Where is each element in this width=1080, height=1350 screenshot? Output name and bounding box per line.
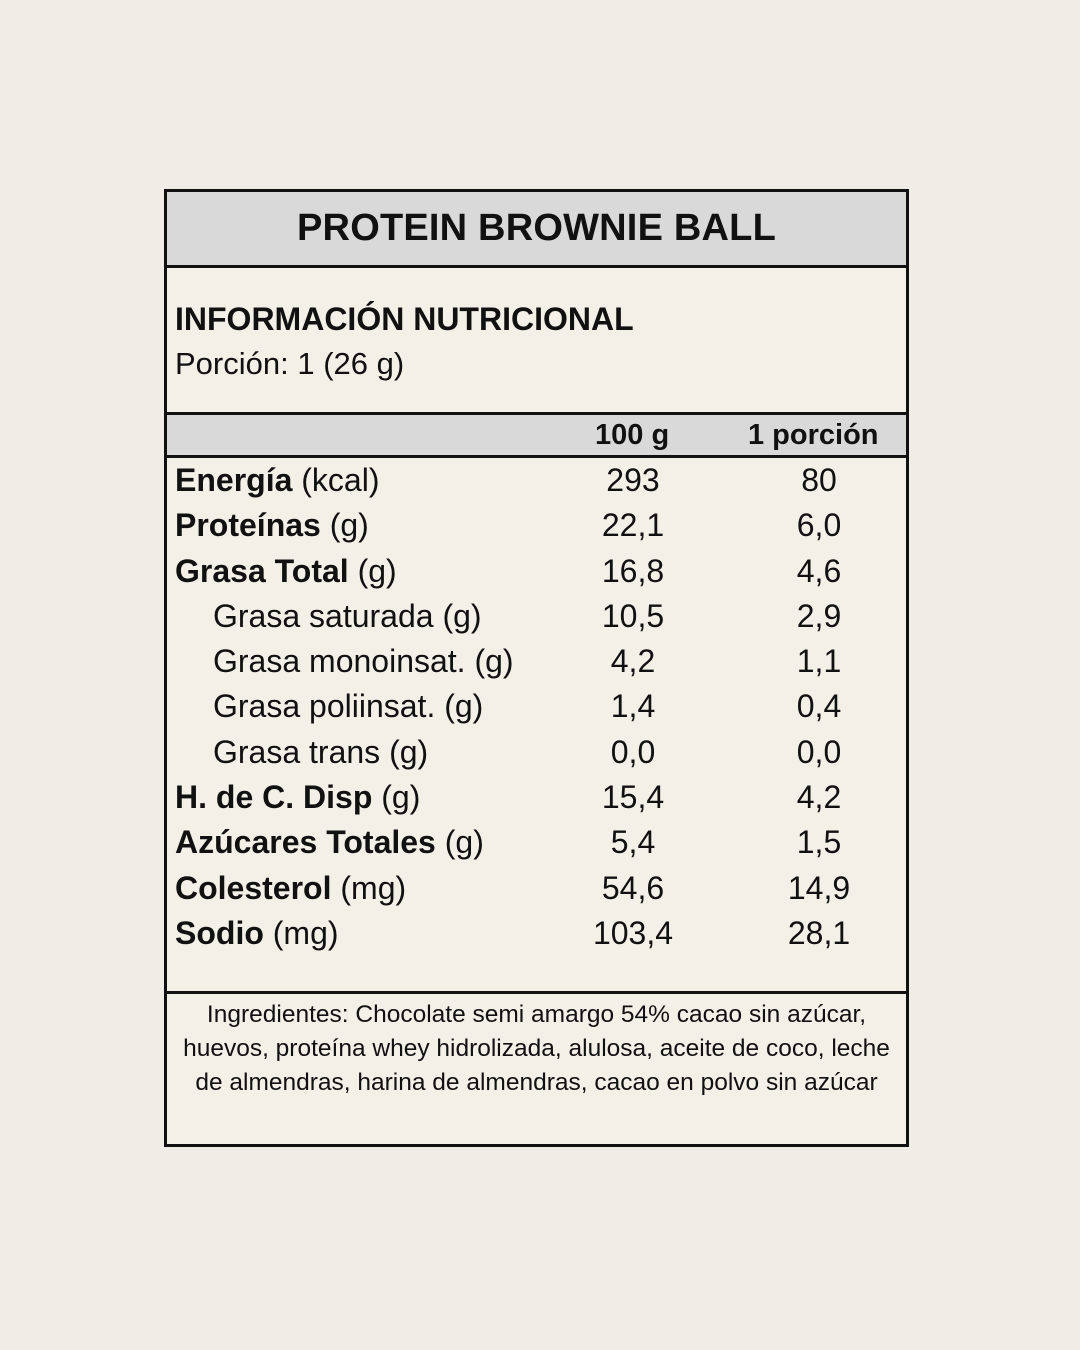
value-serving: 6,0 [796, 507, 842, 544]
value-serving: 4,6 [796, 552, 842, 589]
nutrient-name: Sodio (mg) [175, 914, 339, 951]
value-serving: 1,1 [796, 643, 842, 680]
nutrient-row: Colesterol (mg) 54,6 14,9 [167, 866, 906, 911]
column-serving: 1 porción [748, 419, 879, 451]
value-serving: 80 [801, 462, 837, 498]
serving-size: Porción: 1 (26 g) [175, 346, 405, 381]
value-100g: 5,4 [610, 824, 656, 861]
value-100g: 293 [606, 462, 660, 498]
nutrient-name: Proteínas (g) [175, 507, 369, 544]
ingredients-text: Ingredientes: Chocolate semi amargo 54% … [167, 991, 906, 1144]
nutrient-name: Grasa trans (g) [213, 733, 429, 770]
nutrient-subrow: Grasa saturada (g) 10,5 2,9 [167, 594, 906, 639]
nutrient-row: Grasa Total (g) 16,8 4,6 [167, 549, 906, 594]
value-serving: 0,0 [796, 733, 842, 770]
column-header: 100 g 1 porción [167, 415, 906, 458]
nutrient-name: Grasa saturada (g) [213, 597, 482, 634]
value-serving: 0,4 [796, 688, 842, 725]
value-serving: 4,2 [796, 779, 842, 816]
nutrient-name: H. de C. Disp (g) [175, 779, 421, 816]
nutrient-name: Colesterol (mg) [175, 869, 407, 906]
nutrient-name: Grasa monoinsat. (g) [213, 643, 514, 680]
value-serving: 28,1 [787, 914, 851, 951]
value-100g: 0,0 [610, 733, 656, 770]
value-100g: 4,2 [610, 643, 656, 680]
value-serving: 1,5 [796, 824, 842, 861]
value-100g: 15,4 [601, 779, 665, 816]
nutrient-row: Sodio (mg) 103,4 28,1 [167, 911, 906, 956]
nutrient-name: Grasa poliinsat. (g) [213, 688, 484, 725]
value-serving: 2,9 [796, 597, 842, 634]
nutrient-name: Energía (kcal) [175, 462, 380, 498]
value-100g: 22,1 [601, 507, 665, 544]
info-heading: INFORMACIÓN NUTRICIONAL [175, 301, 634, 337]
nutrient-subrow: Grasa poliinsat. (g) 1,4 0,4 [167, 684, 906, 729]
nutrition-label: PROTEIN BROWNIE BALL INFORMACIÓN NUTRICI… [164, 189, 909, 1147]
nutrient-rows: Energía (kcal) 293 80 Proteínas (g) 22,1 6,0… [167, 458, 906, 956]
value-serving: 14,9 [787, 869, 851, 906]
nutrient-row: H. de C. Disp (g) 15,4 4,2 [167, 775, 906, 820]
value-100g: 1,4 [610, 688, 656, 725]
value-100g: 16,8 [601, 552, 665, 589]
value-100g: 103,4 [592, 914, 674, 951]
nutrient-row: Proteínas (g) 22,1 6,0 [167, 503, 906, 548]
nutrient-row: Azúcares Totales (g) 5,4 1,5 [167, 820, 906, 865]
value-100g: 10,5 [601, 597, 665, 634]
nutrient-name: Grasa Total (g) [175, 552, 397, 589]
nutrient-row: Energía (kcal) 293 80 [167, 458, 906, 503]
value-100g: 54,6 [601, 869, 665, 906]
nutrient-subrow: Grasa trans (g) 0,0 0,0 [167, 730, 906, 775]
product-title: PROTEIN BROWNIE BALL [167, 192, 906, 268]
nutrient-subrow: Grasa monoinsat. (g) 4,2 1,1 [167, 639, 906, 684]
info-section: INFORMACIÓN NUTRICIONAL Porción: 1 (26 g… [167, 268, 906, 415]
nutrient-name: Azúcares Totales (g) [175, 824, 484, 861]
column-100g: 100 g [595, 419, 670, 451]
